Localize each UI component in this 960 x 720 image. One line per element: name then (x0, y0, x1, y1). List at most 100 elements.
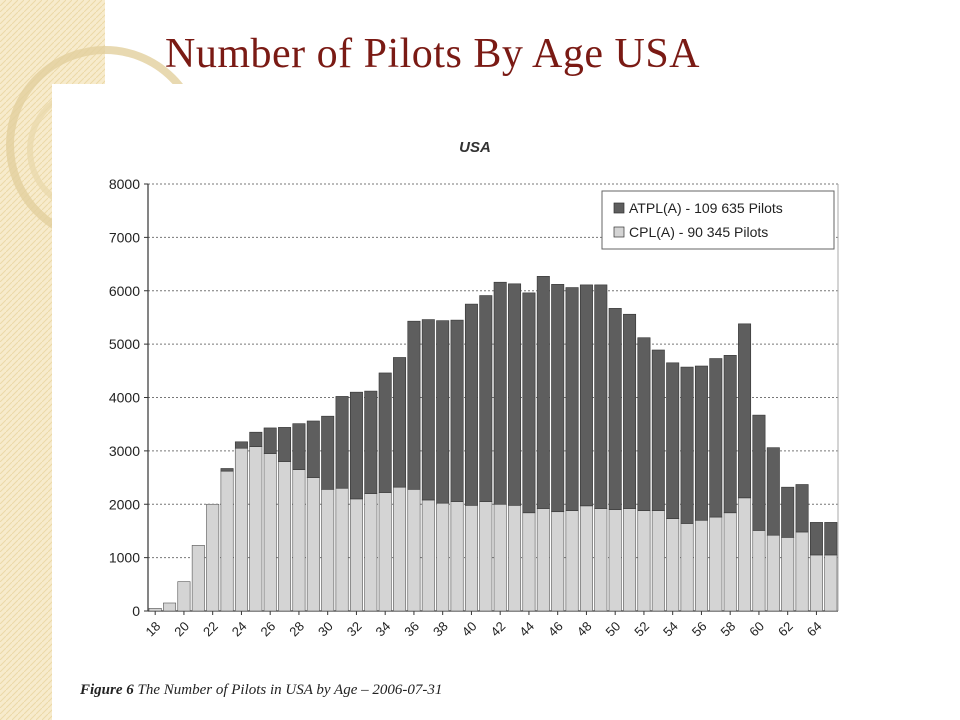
bar-chart: USA 0 1000 2000 3000 4000 5000 6000 7000 8000 18… (109, 139, 839, 640)
bar-cpl-age-42 (493, 503, 507, 612)
bar-atpl-age-48 (579, 284, 593, 507)
xtick-label-18: 18 (142, 619, 163, 640)
bar-atpl-age-29 (306, 420, 320, 478)
bar-atpl-age-41 (479, 295, 493, 502)
ytick-label-7000: 7000 (109, 229, 140, 245)
bar-atpl-age-37 (421, 319, 435, 501)
bar-cpl-age-20 (177, 581, 191, 612)
bar-atpl-age-55 (680, 366, 694, 524)
bar-cpl-age-57 (709, 516, 723, 612)
xtick-label-54: 54 (660, 619, 681, 640)
bars (148, 276, 838, 612)
bar-cpl-age-50 (608, 509, 622, 612)
bar-atpl-age-60 (752, 414, 766, 531)
bar-atpl-age-46 (551, 284, 565, 513)
bar-cpl-age-47 (565, 510, 579, 612)
bar-atpl-age-50 (608, 308, 622, 510)
xtick-label-38: 38 (430, 619, 451, 640)
bar-cpl-age-41 (479, 501, 493, 612)
ytick-label-3000: 3000 (109, 443, 140, 459)
xtick-label-26: 26 (257, 619, 278, 640)
legend-swatch-atpl (613, 202, 625, 214)
bar-cpl-age-55 (680, 523, 694, 612)
bar-cpl-age-36 (407, 489, 421, 612)
figure-caption: Figure 6 The Number of Pilots in USA by … (80, 682, 442, 699)
bar-cpl-age-38 (436, 502, 450, 612)
legend-swatch-cpl (613, 226, 625, 238)
bar-atpl-age-26 (263, 427, 277, 454)
xtick-label-30: 30 (315, 619, 336, 640)
grid-lines (148, 183, 838, 559)
ytick-label-0: 0 (132, 603, 140, 619)
xtick-label-22: 22 (200, 619, 221, 640)
bar-atpl-age-28 (292, 423, 306, 470)
bar-cpl-age-18 (148, 608, 162, 612)
bar-cpl-age-43 (508, 505, 522, 612)
bar-cpl-age-44 (522, 512, 536, 612)
xtick-label-28: 28 (286, 619, 307, 640)
bar-cpl-age-40 (464, 505, 478, 612)
xtick-label-34: 34 (372, 619, 393, 640)
bar-atpl-age-47 (565, 287, 579, 511)
bar-atpl-age-24 (234, 441, 248, 449)
xtick-label-58: 58 (717, 619, 738, 640)
bar-cpl-age-22 (206, 503, 220, 612)
legend-box (601, 190, 835, 250)
legend-label-cpl: CPL(A) - 90 345 Pilots (629, 224, 768, 240)
bar-atpl-age-33 (364, 390, 378, 494)
bar-atpl-age-59 (738, 323, 752, 499)
xtick-label-48: 48 (574, 619, 595, 640)
bar-cpl-age-30 (321, 489, 335, 612)
xtick-label-24: 24 (229, 619, 250, 640)
xtick-label-32: 32 (344, 619, 365, 640)
bar-atpl-age-23 (220, 468, 234, 472)
left-stripe (0, 0, 52, 720)
xtick-label-56: 56 (689, 619, 710, 640)
xtick-label-50: 50 (602, 619, 623, 640)
xtick-label-60: 60 (746, 619, 767, 640)
bar-cpl-age-49 (594, 508, 608, 612)
axes (144, 183, 839, 615)
bar-atpl-age-65 (824, 522, 838, 556)
bar-cpl-age-65 (824, 554, 838, 612)
bar-cpl-age-48 (579, 505, 593, 612)
bar-cpl-age-63 (795, 531, 809, 612)
ytick-label-4000: 4000 (109, 390, 140, 406)
bar-cpl-age-58 (723, 512, 737, 612)
bar-atpl-age-63 (795, 484, 809, 533)
bar-cpl-age-46 (551, 511, 565, 612)
bar-atpl-age-57 (709, 358, 723, 518)
xtick-label-40: 40 (459, 619, 480, 640)
bar-cpl-age-28 (292, 469, 306, 612)
figure-panel: USA 0 1000 2000 3000 4000 5000 6000 7000 8000 18… (52, 84, 960, 720)
bar-cpl-age-56 (694, 519, 708, 612)
bar-cpl-age-23 (220, 470, 234, 612)
bar-cpl-age-21 (191, 545, 205, 612)
bar-cpl-age-33 (364, 493, 378, 612)
xtick-label-46: 46 (545, 619, 566, 640)
top-corner-block (0, 0, 105, 84)
bar-cpl-age-54 (666, 518, 680, 612)
bar-atpl-age-38 (436, 320, 450, 504)
bar-cpl-age-61 (766, 534, 780, 612)
bar-cpl-age-37 (421, 499, 435, 612)
bar-atpl-age-39 (450, 319, 464, 502)
bar-atpl-age-42 (493, 281, 507, 505)
ytick-label-6000: 6000 (109, 283, 140, 299)
bar-cpl-age-31 (335, 487, 349, 612)
xtick-label-20: 20 (171, 619, 192, 640)
bar-cpl-age-26 (263, 453, 277, 612)
bar-atpl-age-44 (522, 292, 536, 514)
bar-atpl-age-36 (407, 320, 421, 490)
bar-cpl-age-25 (249, 446, 263, 612)
bar-cpl-age-51 (623, 508, 637, 612)
x-tick-labels: 18 20 22 24 26 28 30 32 34 36 38 40 42 44 46 48 50 52 54 56… (142, 619, 824, 640)
bar-cpl-age-32 (349, 498, 363, 612)
bar-atpl-age-61 (766, 447, 780, 536)
bar-atpl-age-62 (781, 486, 795, 538)
xtick-label-44: 44 (516, 619, 537, 640)
bar-atpl-age-31 (335, 396, 349, 489)
caption-text: The Number of Pilots in USA by Age – 200… (137, 682, 443, 698)
bar-cpl-age-62 (781, 537, 795, 612)
bar-atpl-age-43 (508, 283, 522, 506)
